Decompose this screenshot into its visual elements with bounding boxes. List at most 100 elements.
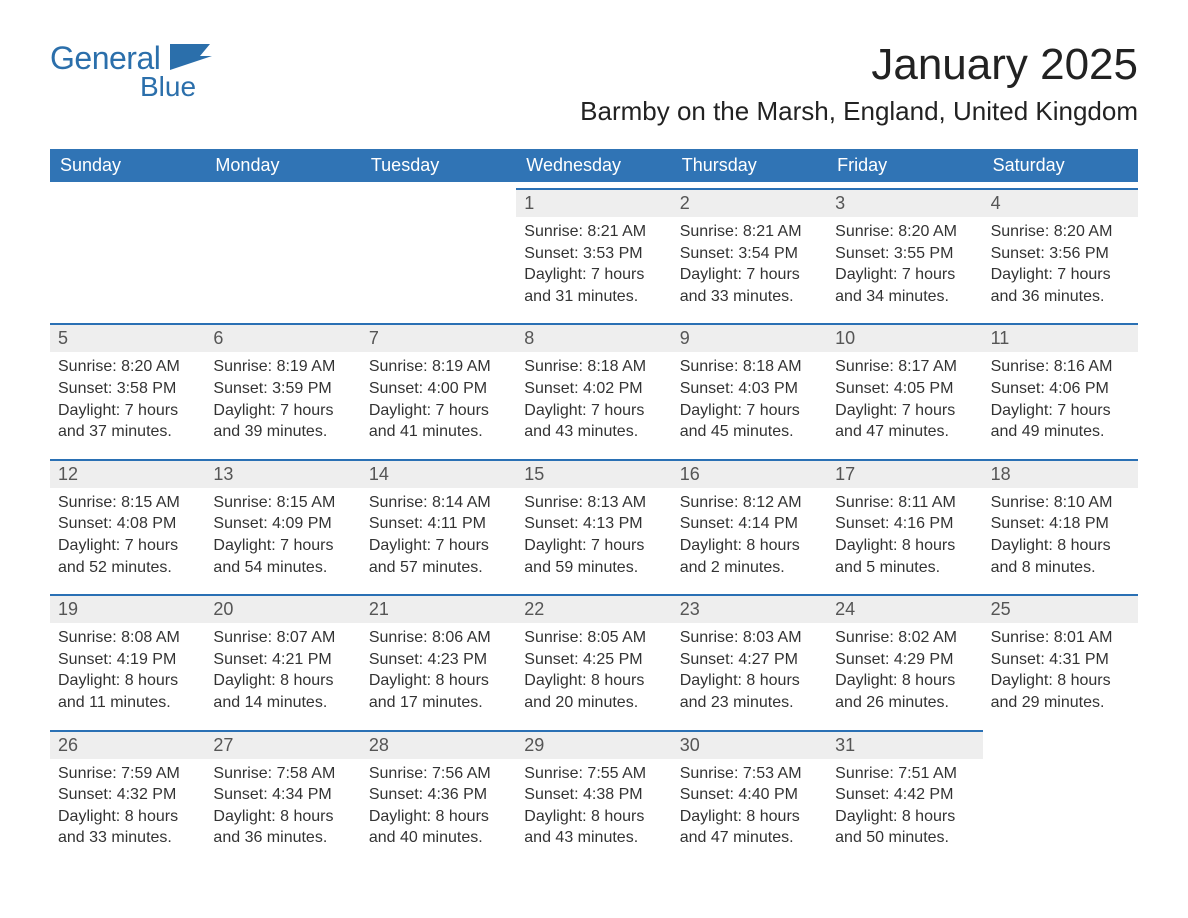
day-cell: 23Sunrise: 8:03 AMSunset: 4:27 PMDayligh… [672,588,827,723]
day-cell: 24Sunrise: 8:02 AMSunset: 4:29 PMDayligh… [827,588,982,723]
empty-cell [361,182,516,317]
day-cell: 2Sunrise: 8:21 AMSunset: 3:54 PMDaylight… [672,182,827,317]
day-cell: 9Sunrise: 8:18 AMSunset: 4:03 PMDaylight… [672,317,827,452]
day-cell: 25Sunrise: 8:01 AMSunset: 4:31 PMDayligh… [983,588,1138,723]
logo-flag-icon [170,44,230,75]
day-info: Sunrise: 8:03 AMSunset: 4:27 PMDaylight:… [672,623,827,723]
day-info: Sunrise: 8:18 AMSunset: 4:03 PMDaylight:… [672,352,827,452]
day-cell: 15Sunrise: 8:13 AMSunset: 4:13 PMDayligh… [516,453,671,588]
day-number: 1 [516,188,671,217]
day-info: Sunrise: 8:20 AMSunset: 3:56 PMDaylight:… [983,217,1138,317]
day-number: 15 [516,459,671,488]
day-info: Sunrise: 8:21 AMSunset: 3:53 PMDaylight:… [516,217,671,317]
empty-cell [205,182,360,317]
day-cell: 31Sunrise: 7:51 AMSunset: 4:42 PMDayligh… [827,724,982,859]
day-info: Sunrise: 8:15 AMSunset: 4:08 PMDaylight:… [50,488,205,588]
day-cell: 3Sunrise: 8:20 AMSunset: 3:55 PMDaylight… [827,182,982,317]
day-info: Sunrise: 8:02 AMSunset: 4:29 PMDaylight:… [827,623,982,723]
logo-text-2: Blue [140,71,196,103]
day-info: Sunrise: 8:17 AMSunset: 4:05 PMDaylight:… [827,352,982,452]
day-number: 11 [983,323,1138,352]
day-number: 5 [50,323,205,352]
day-number: 12 [50,459,205,488]
day-cell: 1Sunrise: 8:21 AMSunset: 3:53 PMDaylight… [516,182,671,317]
day-info: Sunrise: 8:11 AMSunset: 4:16 PMDaylight:… [827,488,982,588]
day-info: Sunrise: 8:18 AMSunset: 4:02 PMDaylight:… [516,352,671,452]
day-info: Sunrise: 8:20 AMSunset: 3:58 PMDaylight:… [50,352,205,452]
day-number: 7 [361,323,516,352]
day-number: 18 [983,459,1138,488]
day-info: Sunrise: 8:01 AMSunset: 4:31 PMDaylight:… [983,623,1138,723]
day-cell: 4Sunrise: 8:20 AMSunset: 3:56 PMDaylight… [983,182,1138,317]
day-cell: 5Sunrise: 8:20 AMSunset: 3:58 PMDaylight… [50,317,205,452]
day-cell: 22Sunrise: 8:05 AMSunset: 4:25 PMDayligh… [516,588,671,723]
day-number: 6 [205,323,360,352]
day-cell: 19Sunrise: 8:08 AMSunset: 4:19 PMDayligh… [50,588,205,723]
day-number: 24 [827,594,982,623]
day-cell: 16Sunrise: 8:12 AMSunset: 4:14 PMDayligh… [672,453,827,588]
day-cell: 20Sunrise: 8:07 AMSunset: 4:21 PMDayligh… [205,588,360,723]
day-info: Sunrise: 8:07 AMSunset: 4:21 PMDaylight:… [205,623,360,723]
day-number: 26 [50,730,205,759]
day-number: 14 [361,459,516,488]
day-number: 30 [672,730,827,759]
day-number: 3 [827,188,982,217]
day-info: Sunrise: 8:20 AMSunset: 3:55 PMDaylight:… [827,217,982,317]
day-number: 13 [205,459,360,488]
calendar-grid: SundayMondayTuesdayWednesdayThursdayFrid… [50,149,1138,859]
day-header: Sunday [50,149,205,182]
day-info: Sunrise: 7:58 AMSunset: 4:34 PMDaylight:… [205,759,360,859]
day-info: Sunrise: 7:56 AMSunset: 4:36 PMDaylight:… [361,759,516,859]
logo: General Blue [50,40,196,103]
day-number: 29 [516,730,671,759]
day-cell: 14Sunrise: 8:14 AMSunset: 4:11 PMDayligh… [361,453,516,588]
day-number: 23 [672,594,827,623]
day-info: Sunrise: 8:06 AMSunset: 4:23 PMDaylight:… [361,623,516,723]
day-number: 10 [827,323,982,352]
day-cell: 7Sunrise: 8:19 AMSunset: 4:00 PMDaylight… [361,317,516,452]
day-cell: 13Sunrise: 8:15 AMSunset: 4:09 PMDayligh… [205,453,360,588]
day-cell: 27Sunrise: 7:58 AMSunset: 4:34 PMDayligh… [205,724,360,859]
day-number: 4 [983,188,1138,217]
day-number: 9 [672,323,827,352]
day-info: Sunrise: 7:51 AMSunset: 4:42 PMDaylight:… [827,759,982,859]
empty-cell [983,724,1138,859]
day-info: Sunrise: 8:14 AMSunset: 4:11 PMDaylight:… [361,488,516,588]
day-info: Sunrise: 8:13 AMSunset: 4:13 PMDaylight:… [516,488,671,588]
title-block: January 2025 Barmby on the Marsh, Englan… [580,40,1138,141]
day-number: 16 [672,459,827,488]
day-cell: 6Sunrise: 8:19 AMSunset: 3:59 PMDaylight… [205,317,360,452]
day-header: Wednesday [516,149,671,182]
day-info: Sunrise: 8:15 AMSunset: 4:09 PMDaylight:… [205,488,360,588]
day-info: Sunrise: 8:08 AMSunset: 4:19 PMDaylight:… [50,623,205,723]
day-info: Sunrise: 8:10 AMSunset: 4:18 PMDaylight:… [983,488,1138,588]
day-number: 28 [361,730,516,759]
day-number: 20 [205,594,360,623]
day-number: 31 [827,730,982,759]
day-cell: 18Sunrise: 8:10 AMSunset: 4:18 PMDayligh… [983,453,1138,588]
day-header: Friday [827,149,982,182]
day-cell: 17Sunrise: 8:11 AMSunset: 4:16 PMDayligh… [827,453,982,588]
day-header: Thursday [672,149,827,182]
day-number: 2 [672,188,827,217]
day-number: 27 [205,730,360,759]
day-cell: 11Sunrise: 8:16 AMSunset: 4:06 PMDayligh… [983,317,1138,452]
day-info: Sunrise: 8:05 AMSunset: 4:25 PMDaylight:… [516,623,671,723]
header-row: General Blue January 2025 Barmby on the … [50,40,1138,141]
location-subtitle: Barmby on the Marsh, England, United Kin… [580,96,1138,127]
day-cell: 8Sunrise: 8:18 AMSunset: 4:02 PMDaylight… [516,317,671,452]
day-info: Sunrise: 8:19 AMSunset: 4:00 PMDaylight:… [361,352,516,452]
day-number: 25 [983,594,1138,623]
day-cell: 30Sunrise: 7:53 AMSunset: 4:40 PMDayligh… [672,724,827,859]
day-info: Sunrise: 8:12 AMSunset: 4:14 PMDaylight:… [672,488,827,588]
day-cell: 10Sunrise: 8:17 AMSunset: 4:05 PMDayligh… [827,317,982,452]
day-number: 17 [827,459,982,488]
day-cell: 12Sunrise: 8:15 AMSunset: 4:08 PMDayligh… [50,453,205,588]
day-info: Sunrise: 8:21 AMSunset: 3:54 PMDaylight:… [672,217,827,317]
day-info: Sunrise: 7:59 AMSunset: 4:32 PMDaylight:… [50,759,205,859]
day-number: 19 [50,594,205,623]
day-info: Sunrise: 7:53 AMSunset: 4:40 PMDaylight:… [672,759,827,859]
day-info: Sunrise: 7:55 AMSunset: 4:38 PMDaylight:… [516,759,671,859]
day-number: 8 [516,323,671,352]
day-cell: 21Sunrise: 8:06 AMSunset: 4:23 PMDayligh… [361,588,516,723]
